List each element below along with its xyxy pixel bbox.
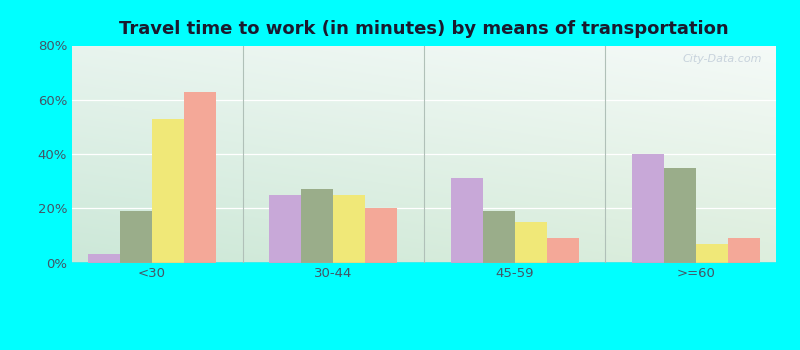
Bar bbox=[334, 195, 366, 262]
Bar bbox=[696, 244, 728, 262]
Bar bbox=[450, 178, 482, 262]
Bar bbox=[482, 211, 514, 262]
Title: Travel time to work (in minutes) by means of transportation: Travel time to work (in minutes) by mean… bbox=[119, 20, 729, 38]
Bar bbox=[632, 154, 664, 262]
Bar bbox=[366, 208, 398, 262]
Bar bbox=[514, 222, 546, 262]
Bar bbox=[546, 238, 578, 262]
Bar bbox=[664, 168, 696, 262]
Bar bbox=[302, 189, 334, 262]
Bar bbox=[120, 211, 152, 262]
Bar bbox=[728, 238, 760, 262]
Bar bbox=[184, 92, 216, 262]
Bar bbox=[270, 195, 302, 262]
Bar bbox=[152, 119, 184, 262]
Bar bbox=[88, 254, 120, 262]
Text: City-Data.com: City-Data.com bbox=[682, 54, 762, 64]
